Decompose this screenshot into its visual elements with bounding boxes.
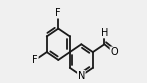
Text: H: H	[101, 28, 108, 38]
Text: F: F	[32, 55, 38, 65]
Text: F: F	[55, 8, 61, 18]
Text: O: O	[110, 47, 118, 57]
Text: N: N	[78, 71, 85, 81]
